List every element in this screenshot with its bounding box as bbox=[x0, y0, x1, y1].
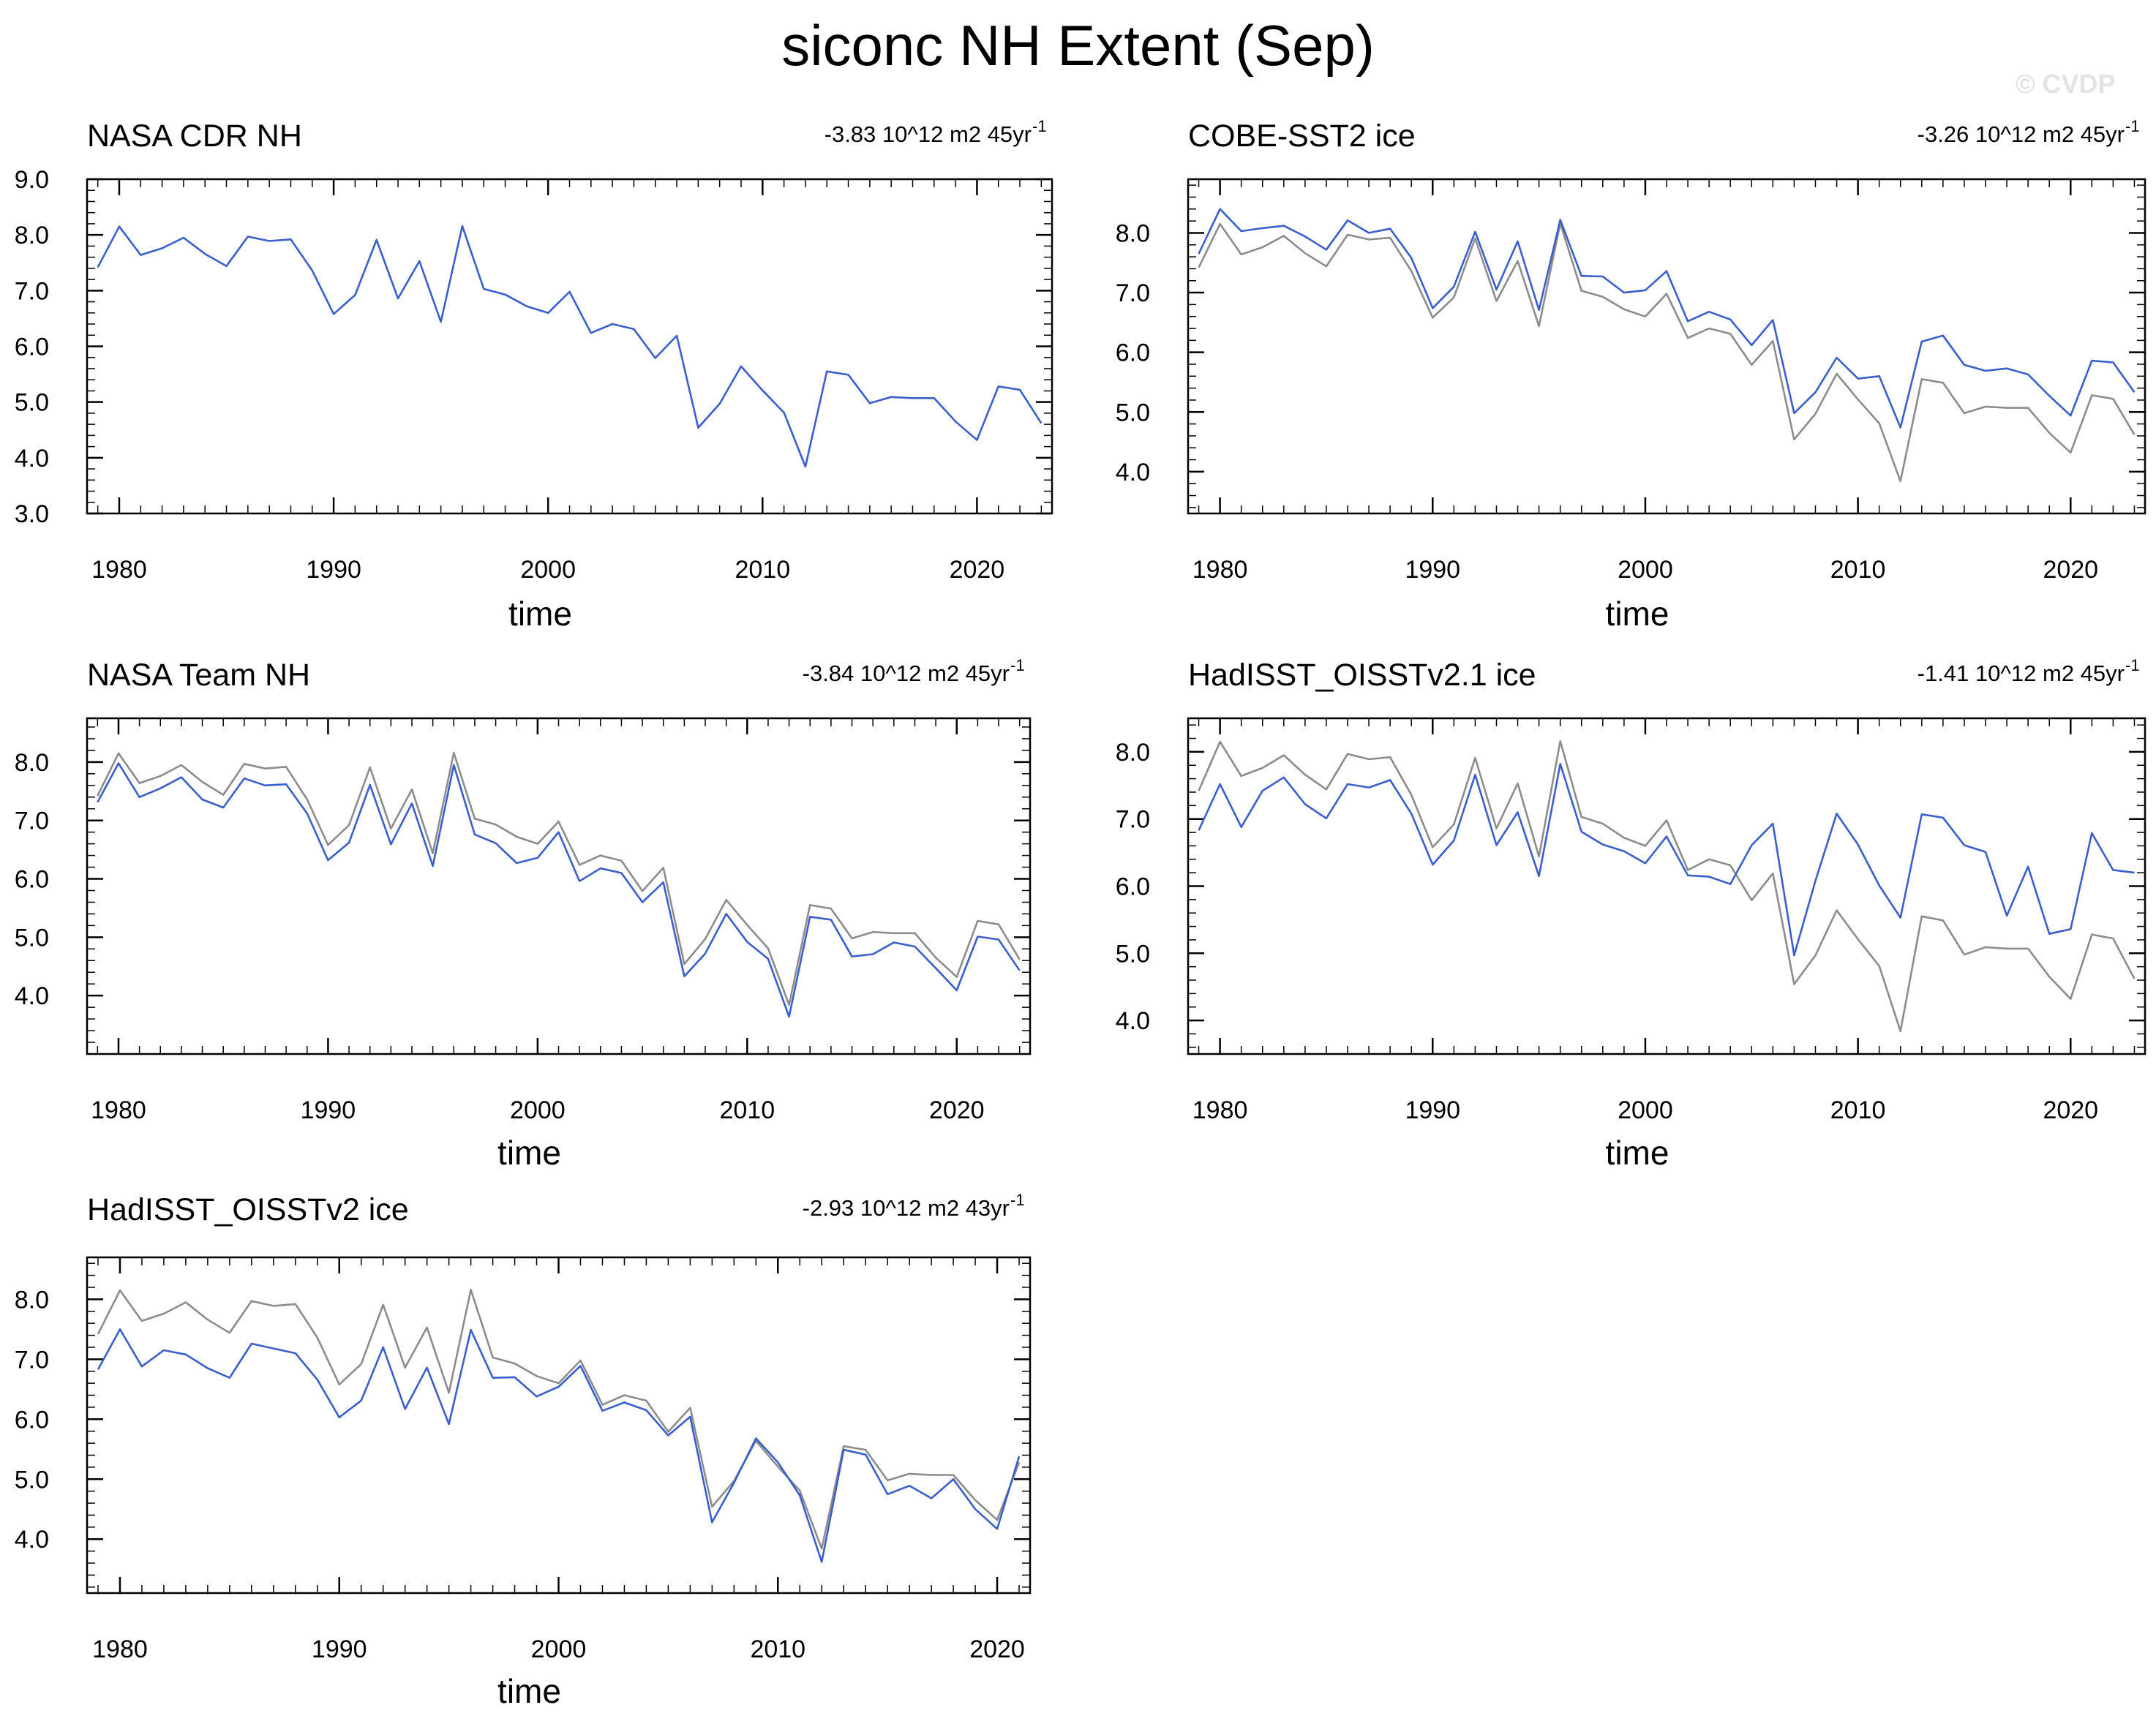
y-tick-label: 5.0 bbox=[15, 924, 49, 952]
x-tick-label: 2000 bbox=[510, 1096, 566, 1124]
y-tick-label: 3.0 bbox=[15, 500, 49, 528]
trend-label: -2.93 10^12 m2 43yr bbox=[803, 1195, 1010, 1221]
panel-title: HadISST_OISSTv2 ice bbox=[87, 1192, 409, 1227]
dataset-series-line bbox=[97, 225, 1043, 468]
x-tick-label: 2010 bbox=[750, 1635, 805, 1663]
chart-panel: HadISST_OISSTv2.1 ice -1.41 10^12 m2 45yr… bbox=[1116, 656, 2146, 1172]
y-tick-label: 5.0 bbox=[1116, 940, 1150, 968]
plot-frame bbox=[86, 178, 1053, 515]
chart-panel: NASA CDR NH -3.83 10^12 m2 45yr -1 1980 1990… bbox=[15, 117, 1053, 633]
dataset-series-line bbox=[97, 1328, 1021, 1563]
y-tick-label: 5.0 bbox=[15, 1466, 49, 1494]
x-tick-label: 2020 bbox=[929, 1096, 985, 1124]
x-tick-label: 1980 bbox=[91, 556, 147, 584]
y-tick-label: 7.0 bbox=[1116, 806, 1150, 834]
trend-label: -1.41 10^12 m2 45yr bbox=[1918, 660, 2125, 686]
x-tick-label: 2000 bbox=[1618, 1096, 1673, 1124]
x-tick-label: 1980 bbox=[1192, 556, 1248, 584]
trend-label-exponent: -1 bbox=[2125, 117, 2140, 135]
figure-title: siconc NH Extent (Sep) bbox=[781, 13, 1375, 78]
reference-series-line bbox=[1198, 739, 2136, 1033]
x-tick-label: 1990 bbox=[301, 1096, 356, 1124]
panel-title: NASA Team NH bbox=[87, 658, 310, 693]
panel-title: HadISST_OISSTv2.1 ice bbox=[1188, 658, 1536, 693]
reference-series-line bbox=[97, 751, 1021, 1006]
chart-panel: HadISST_OISSTv2 ice -2.93 10^12 m2 43yr -1… bbox=[15, 1191, 1032, 1710]
plot-frame bbox=[86, 1256, 1032, 1595]
y-tick-label: 8.0 bbox=[1116, 739, 1150, 767]
y-tick-label: 5.0 bbox=[1116, 399, 1150, 426]
trend-label-exponent: -1 bbox=[1032, 117, 1047, 135]
chart-panel: COBE-SST2 ice -3.26 10^12 m2 45yr -1 1980 19… bbox=[1116, 117, 2146, 633]
x-axis-label: time bbox=[497, 1672, 561, 1710]
x-tick-label: 2020 bbox=[2043, 1096, 2098, 1124]
x-tick-label: 1990 bbox=[1405, 556, 1460, 584]
y-tick-label: 6.0 bbox=[1116, 873, 1150, 901]
trend-label: -3.26 10^12 m2 45yr bbox=[1918, 121, 2125, 147]
tick-marks bbox=[1188, 179, 2145, 513]
y-tick-label: 4.0 bbox=[15, 445, 49, 473]
x-tick-label: 2010 bbox=[1830, 1096, 1886, 1124]
y-tick-label: 5.0 bbox=[15, 389, 49, 417]
x-tick-label: 2000 bbox=[531, 1635, 587, 1663]
chart-panel: NASA Team NH -3.84 10^12 m2 45yr -1 1980 199… bbox=[15, 656, 1032, 1172]
y-tick-label: 9.0 bbox=[15, 166, 49, 194]
y-tick-label: 7.0 bbox=[15, 277, 49, 305]
plot-frame bbox=[86, 717, 1032, 1055]
panel-title: COBE-SST2 ice bbox=[1188, 118, 1416, 154]
y-tick-label: 4.0 bbox=[15, 982, 49, 1010]
y-tick-label: 4.0 bbox=[1116, 459, 1150, 486]
y-tick-label: 8.0 bbox=[15, 749, 49, 777]
x-tick-label: 1980 bbox=[1192, 1096, 1248, 1124]
tick-marks bbox=[87, 718, 1030, 1055]
tick-marks bbox=[87, 178, 1052, 515]
plot-frame bbox=[1187, 717, 2146, 1055]
tick-marks bbox=[87, 1257, 1030, 1593]
x-tick-label: 1980 bbox=[92, 1635, 148, 1663]
y-tick-label: 4.0 bbox=[1116, 1007, 1150, 1035]
watermark: © CVDP bbox=[2016, 69, 2116, 99]
y-tick-label: 6.0 bbox=[15, 1406, 49, 1434]
x-tick-label: 2000 bbox=[1618, 556, 1673, 584]
plot-frame bbox=[1187, 178, 2146, 515]
x-tick-label: 2010 bbox=[735, 556, 790, 584]
reference-series-line bbox=[97, 1289, 1021, 1550]
x-tick-label: 2010 bbox=[1830, 556, 1886, 584]
reference-series-line bbox=[1198, 222, 2136, 483]
y-tick-label: 6.0 bbox=[1116, 339, 1150, 367]
y-tick-label: 6.0 bbox=[15, 866, 49, 894]
y-tick-label: 8.0 bbox=[15, 222, 49, 249]
trend-label: -3.84 10^12 m2 45yr bbox=[803, 660, 1010, 686]
x-tick-label: 2020 bbox=[950, 556, 1005, 584]
x-tick-label: 2010 bbox=[719, 1096, 775, 1124]
x-axis-label: time bbox=[1606, 1134, 1669, 1172]
tick-marks bbox=[1188, 718, 2145, 1054]
y-tick-label: 6.0 bbox=[15, 334, 49, 361]
panel-title: NASA CDR NH bbox=[87, 118, 302, 154]
x-tick-label: 2000 bbox=[520, 556, 576, 584]
x-tick-label: 2020 bbox=[969, 1635, 1025, 1663]
trend-label: -3.83 10^12 m2 45yr bbox=[825, 121, 1032, 147]
x-axis-label: time bbox=[508, 595, 572, 633]
y-tick-label: 7.0 bbox=[1116, 279, 1150, 307]
x-tick-label: 1990 bbox=[1405, 1096, 1460, 1124]
dataset-series-line bbox=[1198, 763, 2135, 957]
x-axis-label: time bbox=[497, 1134, 561, 1172]
y-tick-label: 8.0 bbox=[15, 1286, 49, 1314]
y-tick-label: 7.0 bbox=[15, 808, 49, 835]
trend-label-exponent: -1 bbox=[1010, 1191, 1025, 1209]
x-tick-label: 2020 bbox=[2043, 556, 2098, 584]
x-tick-label: 1990 bbox=[306, 556, 361, 584]
y-tick-label: 8.0 bbox=[1116, 219, 1150, 247]
x-tick-label: 1990 bbox=[312, 1635, 367, 1663]
trend-label-exponent: -1 bbox=[2125, 656, 2140, 674]
trend-label-exponent: -1 bbox=[1010, 656, 1025, 674]
x-tick-label: 1980 bbox=[91, 1096, 146, 1124]
y-tick-label: 7.0 bbox=[15, 1346, 49, 1374]
dataset-series-line bbox=[1198, 208, 2136, 429]
x-axis-label: time bbox=[1606, 595, 1669, 633]
dataset-series-line bbox=[97, 762, 1021, 1018]
y-tick-label: 4.0 bbox=[15, 1526, 49, 1554]
